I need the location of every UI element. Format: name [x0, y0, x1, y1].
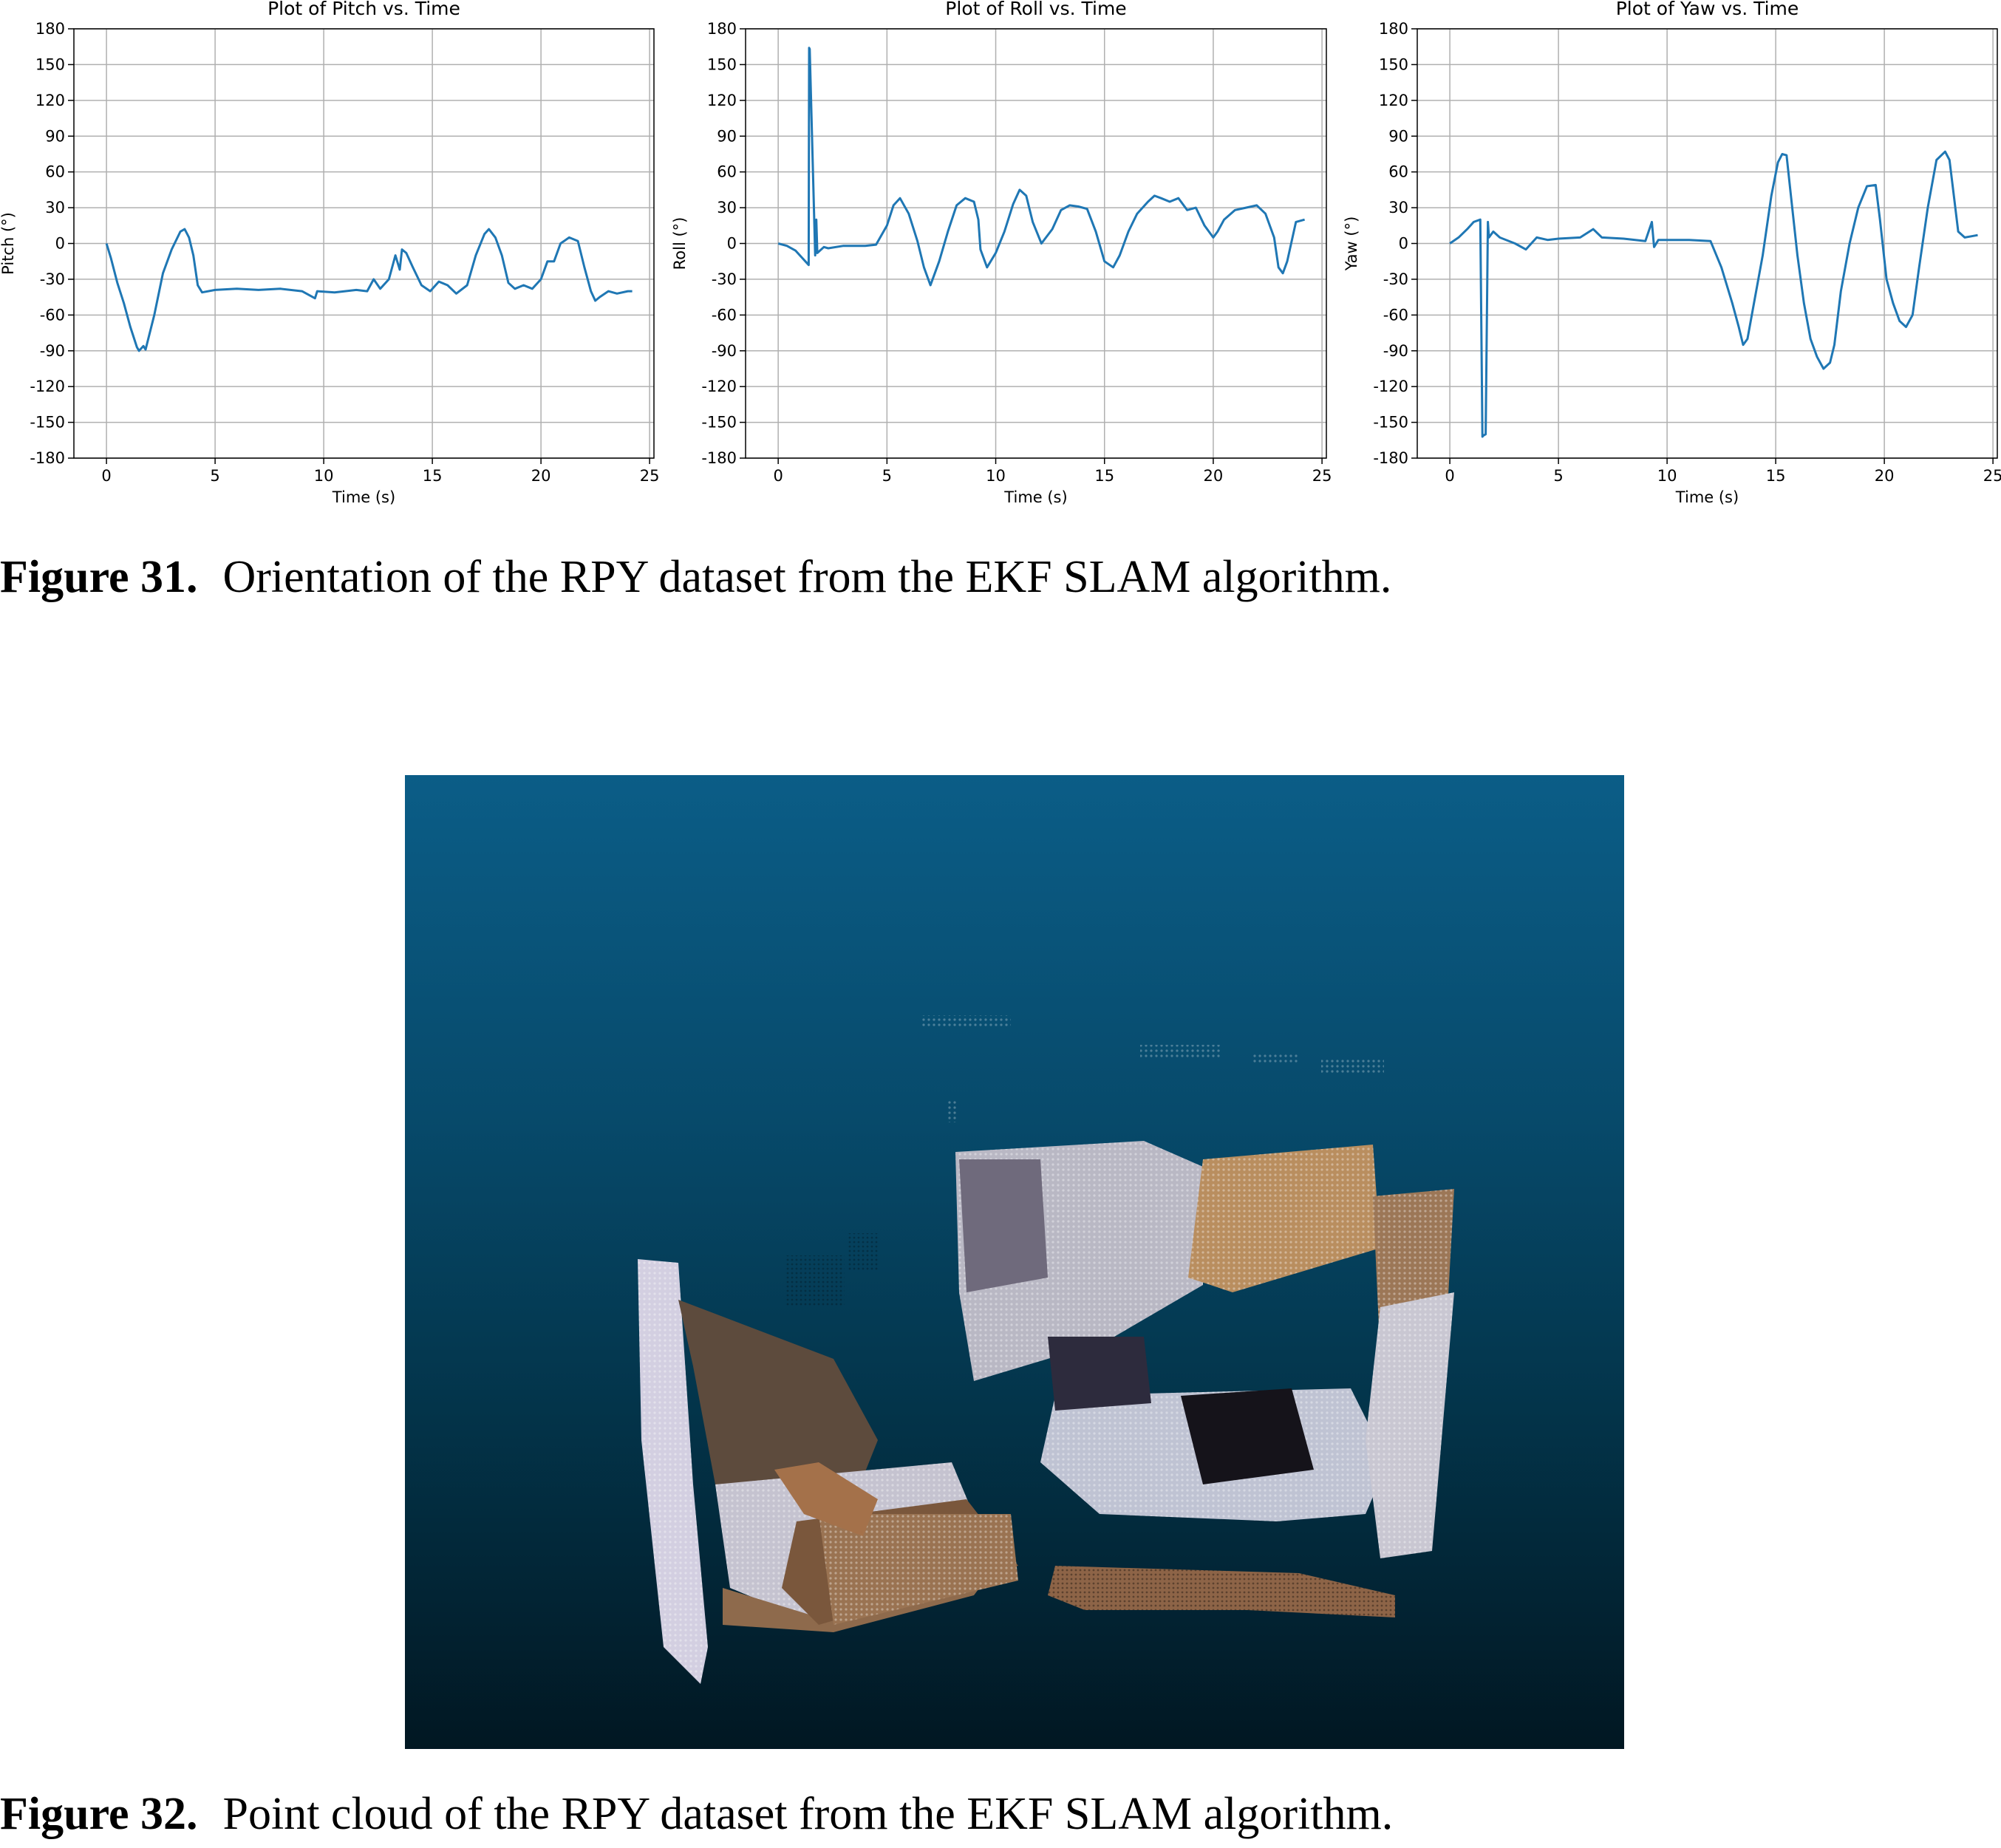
y-tick-label: -60: [1383, 306, 1408, 324]
figure-32-caption: Figure 32. Point cloud of the RPY dataset…: [0, 1788, 1393, 1841]
x-tick-label: 15: [1766, 467, 1786, 485]
x-tick-label: 25: [1983, 467, 2001, 485]
y-tick-label: -90: [1383, 342, 1408, 360]
x-tick-label: 0: [101, 467, 111, 485]
figure-31-caption: Figure 31. Orientation of the RPY dataset…: [0, 551, 1391, 604]
x-tick-label: 20: [1875, 467, 1895, 485]
x-tick-label: 20: [531, 467, 551, 485]
x-tick-label: 5: [210, 467, 219, 485]
y-tick-label: -30: [1383, 270, 1408, 288]
y-tick-label: 30: [45, 199, 65, 216]
series-line-0: [777, 47, 1305, 287]
x-tick-label: 10: [314, 467, 334, 485]
y-tick-label: -180: [30, 449, 65, 467]
x-tick-label: 20: [1204, 467, 1224, 485]
y-tick-label: 120: [707, 92, 737, 109]
y-tick-label: 180: [1379, 20, 1408, 38]
y-tick-label: 120: [35, 92, 65, 109]
room-walls: [955, 1141, 1454, 1381]
figure-32-text: Point cloud of the RPY dataset from the …: [222, 1789, 1394, 1839]
y-tick-label: -180: [701, 449, 737, 467]
x-tick-label: 15: [1094, 467, 1114, 485]
y-tick-label: -150: [701, 414, 737, 432]
y-tick-label: 120: [1379, 92, 1408, 109]
chart-0: 0 5 10 15 20 25 180 150 120 90 60 30 0 -30 -60 -90 -120 -…: [0, 0, 659, 506]
left-shelf: [638, 1259, 1018, 1684]
x-tick-label: 25: [1312, 467, 1332, 485]
figure-31-label: Figure 31.: [0, 552, 198, 602]
y-tick-label: -90: [40, 342, 65, 360]
dark-points: [785, 1233, 878, 1307]
figure-31-charts: 0 5 10 15 20 25 180 150 120 90 60 30 0 -30 -60 -90 -120-…: [0, 0, 2001, 517]
rpy-line-charts: 0 5 10 15 20 251801501209060300-30-60-90-120-…: [0, 0, 2001, 506]
x-axis-label: Time (s): [1003, 488, 1067, 506]
figure-32-label: Figure 32.: [0, 1789, 198, 1839]
chart-title: Plot of Roll vs. Time: [945, 0, 1126, 19]
y-tick-label: 150: [1379, 55, 1408, 73]
x-tick-label: 5: [882, 467, 892, 485]
ceiling-points: [922, 1015, 1384, 1122]
y-tick-label: -30: [712, 270, 737, 288]
y-tick-label: -180: [1373, 449, 1408, 467]
series-line-0: [1449, 150, 1978, 438]
chart-title: Plot of Yaw vs. Time: [1616, 0, 1799, 19]
y-tick-label: 0: [1399, 235, 1408, 253]
y-tick-label: -60: [40, 306, 65, 324]
y-tick-label: 90: [717, 127, 737, 145]
x-axis-label: Time (s): [332, 488, 395, 506]
chart-2: 0 5 10 15 20 25 180 150 120 90 60 30 0 -30 -60 -90 -120 -…: [1343, 0, 2001, 506]
chart-1: 0 5 10 15 20 25 180 150 120 90 60 30 0 -30 -60 -90 -120 -…: [671, 0, 1332, 506]
y-tick-label: 180: [707, 20, 737, 38]
y-axis-label: Roll (°): [671, 217, 689, 270]
y-tick-label: -60: [712, 306, 737, 324]
y-tick-label: 180: [35, 20, 65, 38]
y-tick-label: 150: [707, 55, 737, 73]
y-tick-label: -30: [40, 270, 65, 288]
y-tick-label: -90: [712, 342, 737, 360]
y-tick-label: 60: [717, 163, 737, 181]
y-axis-label: Pitch (°): [0, 212, 17, 275]
y-axis-label: Yaw (°): [1343, 216, 1360, 272]
y-tick-label: 90: [45, 127, 65, 145]
x-tick-label: 0: [773, 467, 783, 485]
floor: [774, 1462, 1395, 1617]
series-line-0: [105, 228, 633, 352]
point-cloud-image: [405, 775, 1624, 1749]
y-tick-label: 150: [35, 55, 65, 73]
y-tick-label: -150: [30, 414, 65, 432]
figure-31-text: Orientation of the RPY dataset from the …: [222, 552, 1392, 602]
x-tick-label: 10: [986, 467, 1006, 485]
y-tick-label: 0: [727, 235, 737, 253]
y-tick-label: -150: [1373, 414, 1408, 432]
y-tick-label: -120: [701, 378, 737, 395]
y-tick-label: 30: [717, 199, 737, 216]
chart-title: Plot of Pitch vs. Time: [267, 0, 460, 19]
x-axis-label: Time (s): [1675, 488, 1739, 506]
x-tick-label: 25: [640, 467, 660, 485]
y-tick-label: 0: [55, 235, 65, 253]
desk-area: [1040, 1292, 1454, 1558]
x-tick-label: 5: [1553, 467, 1563, 485]
y-tick-label: -120: [1373, 378, 1408, 395]
y-tick-label: 90: [1388, 127, 1408, 145]
x-tick-label: 10: [1657, 467, 1677, 485]
point-cloud-render: [638, 1015, 1454, 1684]
y-tick-label: 60: [45, 163, 65, 181]
x-tick-label: 0: [1445, 467, 1454, 485]
y-tick-label: 60: [1388, 163, 1408, 181]
y-tick-label: 30: [1388, 199, 1408, 216]
y-tick-label: -120: [30, 378, 65, 395]
x-tick-label: 15: [423, 467, 443, 485]
